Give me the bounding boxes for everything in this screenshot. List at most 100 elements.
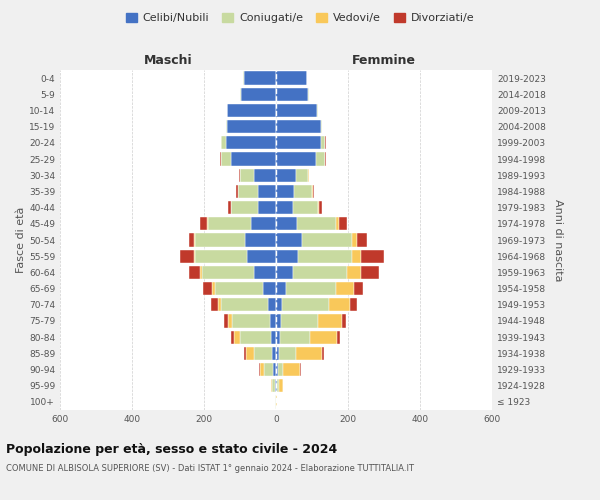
Y-axis label: Anni di nascita: Anni di nascita: [553, 198, 563, 281]
Bar: [251, 217, 276, 230]
Bar: [316, 152, 325, 166]
Bar: [271, 379, 272, 392]
Bar: [276, 72, 307, 85]
Bar: [236, 185, 238, 198]
Bar: [361, 266, 379, 279]
Bar: [258, 185, 276, 198]
Bar: [212, 282, 215, 295]
Bar: [337, 330, 340, 344]
Bar: [203, 282, 212, 295]
Bar: [313, 185, 314, 198]
Bar: [361, 250, 384, 263]
Bar: [254, 168, 276, 182]
Bar: [358, 234, 367, 246]
Bar: [269, 314, 276, 328]
Bar: [221, 298, 268, 312]
Bar: [347, 266, 361, 279]
Bar: [241, 88, 276, 101]
Bar: [195, 234, 245, 246]
Bar: [298, 250, 352, 263]
Bar: [278, 363, 283, 376]
Bar: [276, 104, 317, 117]
Bar: [276, 120, 321, 134]
Bar: [226, 120, 227, 134]
Bar: [276, 217, 297, 230]
Bar: [211, 298, 218, 312]
Bar: [302, 234, 352, 246]
Bar: [244, 346, 246, 360]
Bar: [280, 330, 310, 344]
Bar: [208, 217, 251, 230]
Text: COMUNE DI ALBISOLA SUPERIORE (SV) - Dati ISTAT 1° gennaio 2024 - Elaborazione TU: COMUNE DI ALBISOLA SUPERIORE (SV) - Dati…: [6, 464, 414, 473]
Bar: [276, 346, 279, 360]
Bar: [322, 346, 323, 360]
Bar: [245, 234, 276, 246]
Bar: [259, 363, 260, 376]
Bar: [283, 298, 329, 312]
Bar: [286, 282, 336, 295]
Bar: [277, 379, 278, 392]
Bar: [195, 250, 247, 263]
Bar: [220, 152, 221, 166]
Bar: [276, 363, 278, 376]
Bar: [254, 346, 272, 360]
Bar: [272, 346, 276, 360]
Bar: [247, 250, 276, 263]
Legend: Celibi/Nubili, Coniugati/e, Vedovi/e, Divorziati/e: Celibi/Nubili, Coniugati/e, Vedovi/e, Di…: [121, 8, 479, 28]
Bar: [258, 201, 276, 214]
Text: Popolazione per età, sesso e stato civile - 2024: Popolazione per età, sesso e stato civil…: [6, 442, 337, 456]
Bar: [228, 314, 232, 328]
Bar: [325, 152, 326, 166]
Bar: [350, 298, 356, 312]
Bar: [352, 250, 361, 263]
Bar: [278, 379, 283, 392]
Bar: [293, 201, 318, 214]
Bar: [329, 298, 350, 312]
Bar: [263, 282, 276, 295]
Bar: [215, 282, 263, 295]
Bar: [227, 104, 276, 117]
Bar: [226, 136, 276, 149]
Bar: [271, 330, 276, 344]
Bar: [221, 152, 231, 166]
Bar: [207, 217, 208, 230]
Bar: [240, 168, 254, 182]
Bar: [319, 201, 322, 214]
Bar: [276, 379, 277, 392]
Bar: [283, 363, 301, 376]
Bar: [276, 185, 294, 198]
Bar: [336, 217, 338, 230]
Bar: [318, 201, 319, 214]
Bar: [297, 217, 336, 230]
Bar: [200, 266, 202, 279]
Bar: [260, 363, 264, 376]
Bar: [221, 136, 226, 149]
Bar: [276, 330, 280, 344]
Bar: [244, 72, 276, 85]
Bar: [231, 201, 258, 214]
Bar: [276, 282, 286, 295]
Bar: [279, 346, 296, 360]
Bar: [276, 298, 283, 312]
Bar: [310, 330, 337, 344]
Bar: [276, 152, 316, 166]
Bar: [352, 234, 358, 246]
Bar: [231, 152, 276, 166]
Bar: [354, 282, 363, 295]
Bar: [312, 185, 313, 198]
Bar: [281, 314, 318, 328]
Bar: [276, 168, 296, 182]
Bar: [264, 363, 273, 376]
Bar: [276, 136, 321, 149]
Bar: [229, 201, 230, 214]
Bar: [227, 120, 276, 134]
Bar: [296, 168, 308, 182]
Bar: [189, 266, 200, 279]
Y-axis label: Fasce di età: Fasce di età: [16, 207, 26, 273]
Bar: [296, 346, 322, 360]
Bar: [232, 314, 269, 328]
Bar: [294, 185, 312, 198]
Bar: [317, 104, 318, 117]
Bar: [276, 88, 308, 101]
Bar: [276, 234, 302, 246]
